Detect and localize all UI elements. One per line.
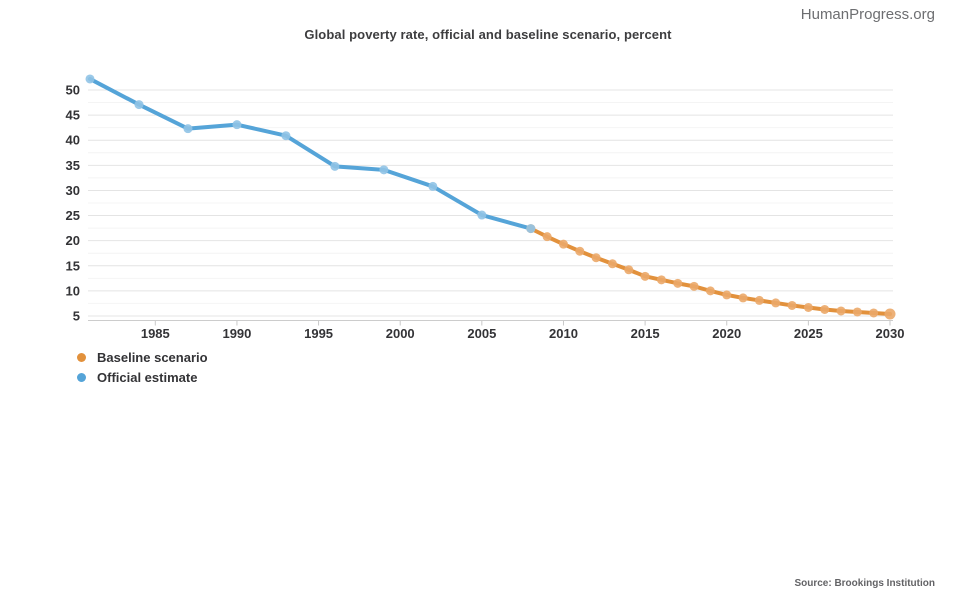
y-axis-label: 10: [66, 283, 80, 298]
x-axis-label: 1995: [304, 326, 333, 340]
y-axis-label: 20: [66, 233, 80, 248]
data-point-official-estimate[interactable]: [85, 74, 95, 84]
data-point-baseline-scenario[interactable]: [624, 265, 634, 275]
series-line-baseline-scenario[interactable]: [528, 226, 892, 316]
x-axis-label: 1990: [222, 326, 251, 340]
chart-title: Global poverty rate, official and baseli…: [304, 27, 672, 42]
y-axis-label: 45: [66, 108, 80, 123]
data-point-baseline-scenario[interactable]: [771, 298, 781, 308]
y-axis-label: 40: [66, 133, 80, 148]
chart-svg: 1985 1990 1995 2000 2005 2010 2015 2020 2025 2030…: [66, 74, 905, 341]
data-point-baseline-scenario[interactable]: [754, 295, 764, 305]
data-point-baseline-scenario[interactable]: [869, 308, 879, 318]
data-point-official-estimate[interactable]: [281, 131, 291, 141]
data-point-official-estimate[interactable]: [232, 120, 242, 130]
data-point-baseline-scenario[interactable]: [787, 300, 797, 310]
data-point-baseline-scenario[interactable]: [575, 246, 585, 256]
y-axis-label: 15: [66, 258, 80, 273]
data-point-baseline-scenario[interactable]: [607, 259, 617, 269]
data-point-baseline-scenario[interactable]: [836, 306, 846, 316]
data-point-baseline-scenario[interactable]: [542, 232, 552, 242]
data-point-official-estimate[interactable]: [477, 210, 487, 220]
y-axis-label: 25: [66, 208, 80, 223]
data-point-baseline-scenario[interactable]: [705, 286, 715, 296]
x-axis-label: 2005: [467, 326, 496, 340]
chart-area: 1985 1990 1995 2000 2005 2010 2015 2020 2025 2030…: [66, 74, 905, 341]
data-point-official-estimate[interactable]: [134, 100, 144, 110]
chart-legend: Baseline scenario Official estimate: [77, 347, 208, 387]
data-point-official-estimate[interactable]: [183, 124, 193, 134]
data-point-official-estimate[interactable]: [379, 165, 389, 175]
legend-item-baseline-scenario[interactable]: Baseline scenario: [77, 347, 208, 367]
data-point-official-estimate[interactable]: [330, 161, 340, 171]
x-axis-label: 2015: [631, 326, 660, 340]
data-point-baseline-scenario[interactable]: [656, 275, 666, 285]
data-point-baseline-scenario[interactable]: [591, 253, 601, 263]
y-axis-label: 35: [66, 158, 80, 173]
x-axis-label: 2030: [876, 326, 905, 340]
series-line-official-estimate[interactable]: [88, 76, 533, 231]
y-axis-label: 50: [66, 83, 80, 98]
legend-label-official: Official estimate: [97, 369, 198, 385]
legend-label-baseline: Baseline scenario: [97, 349, 208, 365]
data-point-official-estimate[interactable]: [428, 181, 438, 191]
data-point-baseline-scenario[interactable]: [884, 308, 896, 320]
data-point-baseline-scenario[interactable]: [852, 307, 862, 317]
x-axis-label: 2020: [712, 326, 741, 340]
data-point-official-estimate[interactable]: [526, 224, 536, 234]
data-point-baseline-scenario[interactable]: [558, 239, 568, 249]
data-point-baseline-scenario[interactable]: [738, 293, 748, 303]
y-axis-label: 5: [73, 308, 80, 323]
data-point-baseline-scenario[interactable]: [722, 290, 732, 300]
data-point-baseline-scenario[interactable]: [640, 271, 650, 281]
data-point-baseline-scenario[interactable]: [673, 278, 683, 288]
y-axis-label: 30: [66, 183, 80, 198]
legend-item-official-estimate[interactable]: Official estimate: [77, 367, 208, 387]
x-axis-label: 2010: [549, 326, 578, 340]
x-axis-label: 2000: [386, 326, 415, 340]
data-point-baseline-scenario[interactable]: [803, 302, 813, 312]
source-note: Source: Brookings Institution: [794, 578, 935, 589]
humanprogress-logo[interactable]: HumanProgress.org: [800, 6, 935, 23]
x-axis-label: 2025: [794, 326, 823, 340]
legend-marker-baseline-icon: [77, 352, 86, 362]
data-point-baseline-scenario[interactable]: [689, 281, 699, 291]
legend-marker-official-icon: [77, 372, 86, 382]
x-axis-label: 1985: [141, 326, 170, 340]
data-point-baseline-scenario[interactable]: [820, 304, 830, 314]
